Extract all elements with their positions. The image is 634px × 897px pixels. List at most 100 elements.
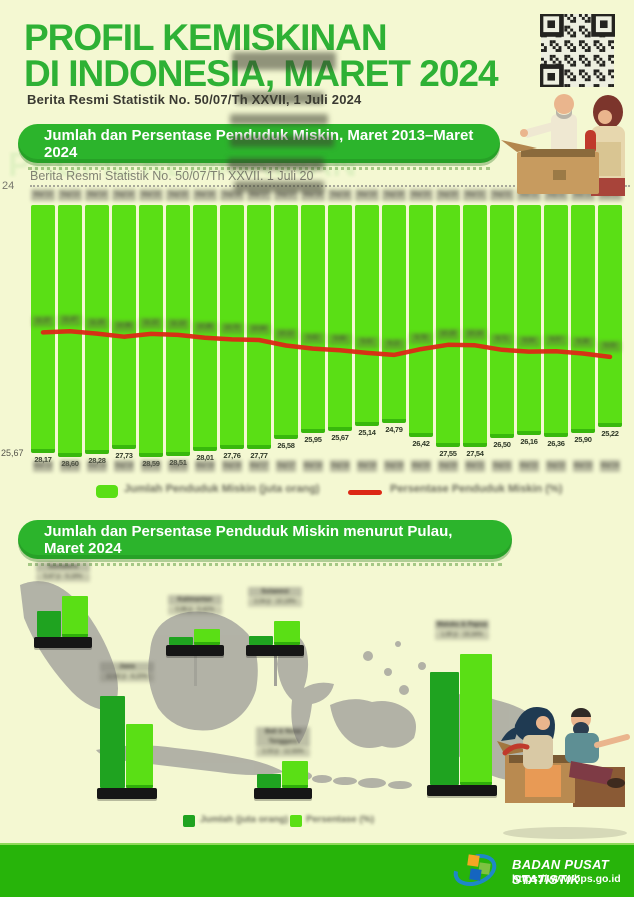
island-bar-jumlah [257,774,281,788]
island-name: Kalimantan [168,595,222,605]
poverty-count-bar [301,205,325,433]
period-label-top: Sep'15 [166,189,190,201]
legend-label-jumlah: Jumlah Penduduk Miskin (juta orang) [124,483,320,495]
footer-org-name: BADAN PUSAT STATISTIK [512,857,609,887]
island-label: Sumatera 5,67 jt · 9,19% [36,562,90,582]
bar-value-label: 26,16 [520,437,538,446]
artifact-chip [230,136,334,147]
island-chart-base [427,785,497,796]
chart-stem [274,656,277,686]
period-label-bottom: Sep'20 [438,460,458,472]
period-label-bottom: Mar'19 [357,460,377,472]
poverty-count-bar [571,205,595,433]
period-label-bottom: Sep'19 [384,460,404,472]
percentage-label: 10,96 [113,321,135,332]
artifact-chip [234,181,324,192]
period-label-bottom: Sep'22 [546,460,566,472]
period-label-bottom: Sep'18 [330,460,350,472]
island-bar-persentase [460,654,492,785]
bar-value-label: 27,76 [223,451,241,460]
section-banner-island: Jumlah dan Persentase Penduduk Miskin me… [18,520,512,566]
poverty-count-bar [598,205,622,427]
island-bar-jumlah [169,637,193,645]
island-values: 2,03 jt · 12,93% [256,748,310,757]
national-poverty-chart: Mar'1328,1711,37Mar'13Sep'1328,6011,47Se… [30,183,630,475]
period-label-top: Mar'17 [247,189,271,201]
chart-top-dotted-line [30,185,630,187]
period-label-top: Mar'15 [139,189,163,201]
bar-value-label: 25,14 [358,428,376,437]
percentage-label: 9,54 [518,336,540,347]
poverty-count-bar [463,205,487,447]
island-label: Maluku & Papua 1,90 jt · 19,34% [435,620,489,640]
poverty-count-bar [220,205,244,449]
percentage-label: 9,22 [383,339,405,350]
period-label-bottom: Sep'14 [114,460,134,472]
poverty-count-bar [355,205,379,426]
page-title: PROFIL KEMISKINAN DI INDONESIA, MARET 20… [24,19,499,92]
period-label-bottom: Mar'22 [519,460,539,472]
artifact-chip [228,158,324,170]
island-label: Jawa 12,62 jt · 8,20% [100,662,154,682]
qr-code-icon [540,14,615,87]
island-values: 2,04 jt · 10,19% [248,598,302,607]
people-moving-box-illustration [501,94,625,196]
percentage-label: 9,41 [356,337,378,348]
period-label-top: Sep'14 [112,189,136,201]
percentage-label: 9,66 [329,334,351,345]
island-name: Sumatera [36,562,90,572]
period-label-bottom: Mar'13 [33,460,53,472]
island-bar-jumlah [100,696,125,788]
bar-value-label: 26,36 [547,439,565,448]
period-label-top: Mar'14 [85,189,109,201]
period-label-top: Sep'16 [220,189,244,201]
percentage-label: 9,78 [410,333,432,344]
island-bar-persentase [126,724,153,788]
footer-url[interactable]: https://www.bps.go.id [512,873,621,885]
percentage-label: 10,14 [464,329,486,340]
period-label-top: Mar'13 [31,189,55,201]
period-label-bottom: Mar'21 [465,460,485,472]
poverty-count-bar [247,205,271,449]
period-label-bottom: Mar'14 [87,460,107,472]
island-name: Bali & Nusa Tenggara [256,727,310,747]
island-bar-jumlah [249,636,273,645]
edge-artifact-text: 25,67 [1,448,24,458]
period-label-bottom: Mar'17 [249,460,269,472]
bar-value-label: 25,22 [601,429,619,438]
legend-swatch-persentase [348,490,382,495]
bar-value-label: 26,58 [277,441,295,450]
map-legend-label-jumlah: Jumlah (juta orang) [200,814,289,825]
island-chart-base [97,788,157,799]
bar-value-label: 25,95 [304,435,322,444]
island-bar-persentase [274,621,300,645]
period-label-top: Sep'18 [328,189,352,201]
map-legend-swatch-jumlah [183,815,195,827]
poverty-count-bar [490,205,514,438]
island-values: 0,96 jt · 5,42% [168,606,222,615]
period-label-top: Mar'18 [301,189,325,201]
footer-bar [0,843,634,897]
map-legend-label-persentase: Persentase (%) [306,814,375,825]
percentage-label: 11,37 [32,316,54,327]
period-label-top: Sep'21 [490,189,514,201]
bar-value-label: 27,55 [439,449,457,458]
ghost-subtitle-artifact: Berita Resmi Statistik No. 50/07/Th XXVI… [30,169,314,183]
percentage-label: 10,70 [221,323,243,334]
island-bar-persentase [62,596,88,637]
island-bar-persentase [194,629,220,645]
percentage-label: 10,19 [437,329,459,340]
poverty-count-bar [166,205,190,456]
period-label-top: Sep'19 [382,189,406,201]
chart-stem [194,656,197,686]
period-label-bottom: Mar'24 [600,460,620,472]
poverty-count-bar [31,205,55,453]
period-label-top: Mar'20 [409,189,433,201]
bar-value-label: 25,67 [331,433,349,442]
percentage-label: 11,25 [86,318,108,329]
period-label-bottom: Mar'20 [411,460,431,472]
period-label-bottom: Mar'15 [141,460,161,472]
period-label-bottom: Sep'13 [60,460,80,472]
artifact-chip [232,52,336,70]
